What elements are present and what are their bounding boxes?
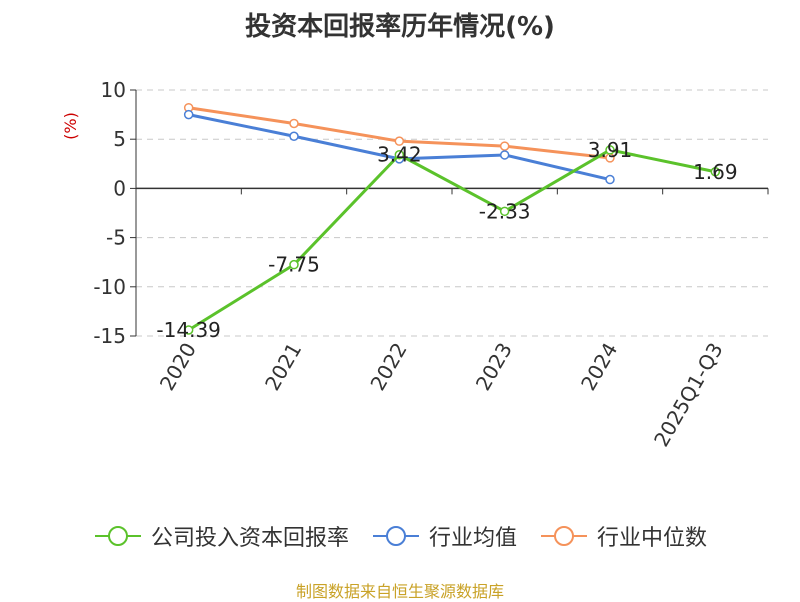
axes: 10 5 0 -5 -10 -15 2020 2021 2022 2023 2024 2025Q1-Q… [93, 78, 769, 451]
source-footer: 制图数据来自恒生聚源数据库 [295, 582, 504, 601]
data-label: 3.91 [588, 138, 633, 162]
y-tick-label: 0 [113, 176, 126, 200]
data-point[interactable] [710, 167, 721, 177]
data-point[interactable] [289, 131, 299, 141]
x-tick-label: 2025Q1-Q3 [649, 339, 728, 451]
grid-lines [136, 89, 768, 337]
y-tick-label: 10 [101, 78, 126, 102]
data-label: 3.42 [377, 143, 422, 167]
series-line [187, 148, 716, 332]
x-tick-label: 2020 [155, 339, 201, 395]
data-label: -7.75 [268, 253, 320, 277]
legend-item-industry-mean[interactable]: 行业均值 [371, 520, 517, 552]
x-tick-label: 2024 [576, 339, 622, 395]
data-point[interactable] [394, 149, 405, 160]
y-tick-label: -15 [93, 324, 126, 348]
legend-marker-industry-mean [372, 526, 419, 546]
data-point[interactable] [394, 136, 405, 146]
data-point[interactable] [183, 109, 194, 120]
series [183, 102, 721, 335]
x-tick-label: 2022 [365, 339, 411, 395]
data-label: 1.69 [693, 160, 738, 184]
data-point[interactable] [499, 150, 510, 160]
data-label: -2.33 [479, 199, 531, 223]
legend-item-industry-median[interactable]: 行业中位数 [539, 520, 707, 552]
y-axis-label: (%) [61, 112, 80, 140]
chart-title: 投资本回报率历年情况(%) [245, 12, 555, 42]
data-point[interactable] [605, 145, 615, 155]
legend-marker-company [94, 526, 141, 546]
data-point[interactable] [605, 174, 615, 185]
x-tick-label: 2021 [260, 339, 306, 395]
legend: 公司投入资本回报率 行业均值 行业中位数 [0, 520, 800, 552]
data-point[interactable] [499, 141, 510, 151]
data-point[interactable] [183, 325, 194, 335]
legend-label-company: 公司投入资本回报率 [150, 526, 349, 551]
data-label: -14.39 [156, 318, 220, 342]
y-tick-label: -10 [93, 275, 126, 299]
data-point[interactable] [499, 206, 510, 217]
legend-marker-industry-median [541, 526, 587, 546]
x-tick-label: 2023 [471, 339, 517, 395]
data-point[interactable] [289, 118, 299, 129]
y-tick-label: 5 [113, 127, 126, 151]
legend-item-company[interactable]: 公司投入资本回报率 [93, 520, 349, 552]
data-point[interactable] [289, 259, 299, 270]
legend-label-industry-mean: 行业均值 [428, 526, 517, 551]
data-labels: -14.39 -7.75 3.42 -2.33 3.91 1.69 [156, 138, 737, 342]
legend-label-industry-median: 行业中位数 [597, 526, 708, 551]
y-tick-label: -5 [106, 226, 126, 250]
